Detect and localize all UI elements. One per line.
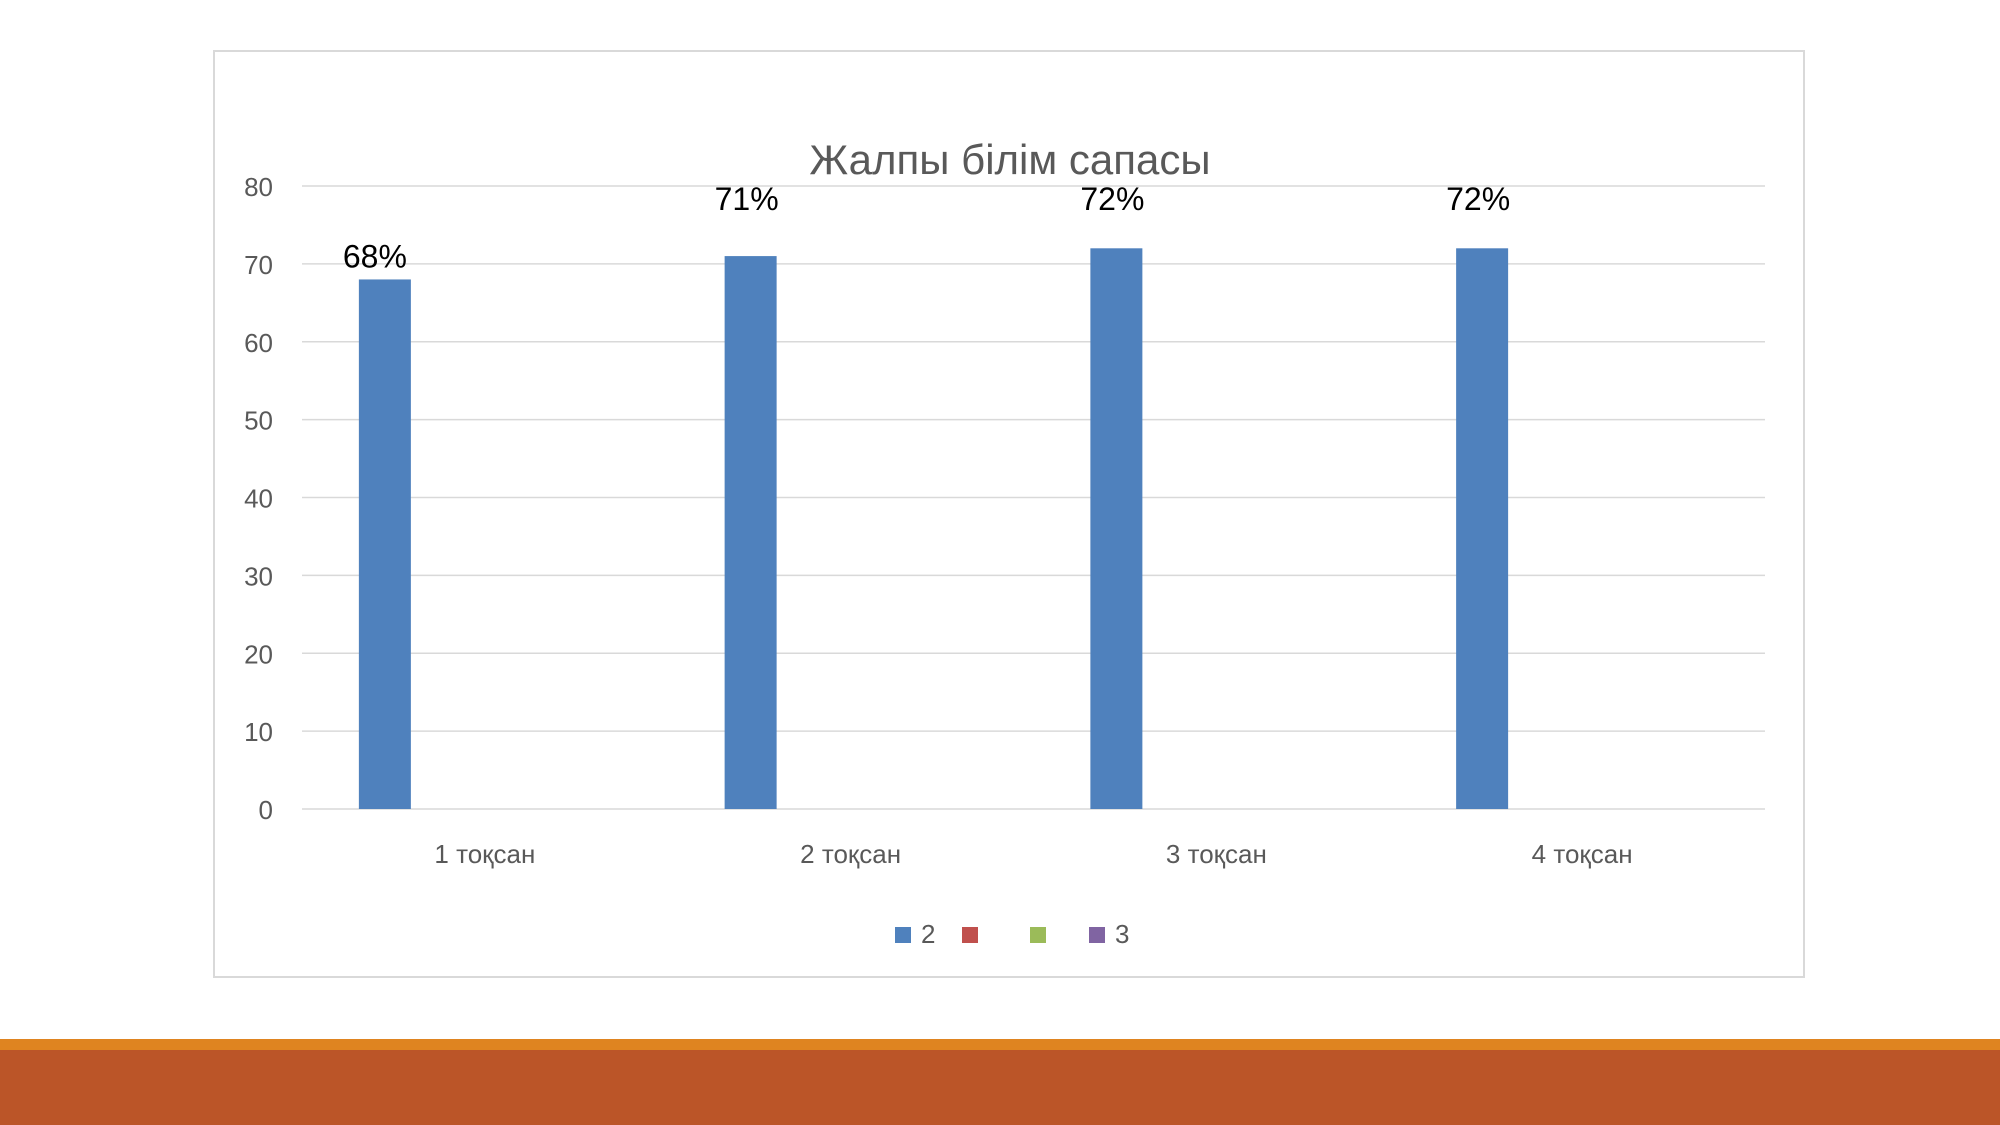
- data-label: 72%: [1446, 181, 1510, 217]
- data-label: 71%: [715, 181, 779, 217]
- legend-swatch: [895, 927, 911, 943]
- accent-stripe-thick: [0, 1050, 2000, 1125]
- x-tick-labels: 1 тоқсан 2 тоқсан 3 тоқсан 4 тоқсан: [434, 839, 1632, 869]
- bar: [1090, 248, 1143, 810]
- bar: [358, 279, 411, 809]
- y-tick-label: 60: [244, 328, 273, 358]
- chart-title: Жалпы білім сапасы: [809, 136, 1210, 183]
- y-tick-label: 10: [244, 717, 273, 747]
- x-tick-label: 4 тоқсан: [1532, 839, 1633, 869]
- accent-stripe-thin: [0, 1039, 2000, 1050]
- bar: [724, 256, 777, 809]
- legend-swatch: [1089, 927, 1105, 943]
- legend-swatch: [1030, 927, 1046, 943]
- y-tick-label: 70: [244, 250, 273, 280]
- y-tick-labels: 0 10 20 30 40 50 60 70 80: [244, 172, 273, 825]
- x-tick-label: 2 тоқсан: [800, 839, 901, 869]
- chart-svg: 0 10 20 30 40 50 60 70 80 68% 71% 72% 72% 1 тоқсан 2…: [244, 136, 1765, 949]
- y-tick-label: 80: [244, 172, 273, 202]
- legend-swatch: [962, 927, 978, 943]
- y-tick-label: 40: [244, 484, 273, 514]
- bar: [1456, 248, 1509, 810]
- data-label: 68%: [343, 238, 407, 274]
- x-tick-label: 3 тоқсан: [1166, 839, 1267, 869]
- bar-layer: [358, 248, 1509, 810]
- x-tick-label: 1 тоқсан: [434, 839, 535, 869]
- data-label: 72%: [1080, 181, 1144, 217]
- legend-label: 3: [1115, 919, 1129, 949]
- legend-label: 2: [921, 919, 935, 949]
- y-tick-label: 50: [244, 406, 273, 436]
- y-tick-label: 20: [244, 639, 273, 669]
- y-tick-label: 30: [244, 561, 273, 591]
- data-label-layer: 68% 71% 72% 72%: [343, 181, 1510, 274]
- grid-layer: [302, 185, 1765, 810]
- y-tick-label: 0: [259, 795, 273, 825]
- chart-frame: 0 10 20 30 40 50 60 70 80 68% 71% 72% 72% 1 тоқсан 2…: [213, 50, 1805, 978]
